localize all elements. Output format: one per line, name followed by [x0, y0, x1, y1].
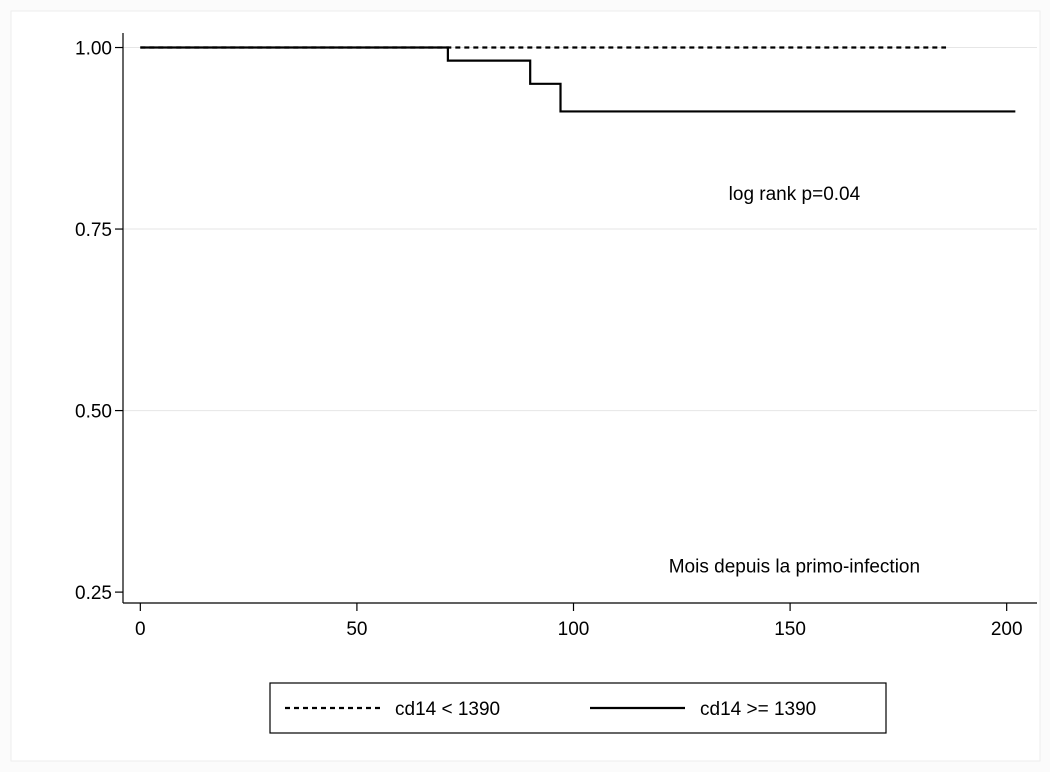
series-line-2	[140, 46, 1016, 113]
graph-region	[10, 10, 1041, 762]
y-tick-label: 0.75	[75, 220, 112, 241]
annotation-2: Mois depuis la primo-infection	[669, 557, 920, 578]
annotations: log rank p=0.04 Mois depuis la primo-infe…	[669, 184, 920, 577]
x-tick-label: 150	[774, 619, 806, 640]
x-tick-label: 50	[346, 619, 367, 640]
x-axis-ticks: 0 50 100 150 200	[135, 603, 1023, 640]
y-tick-label: 0.25	[75, 583, 112, 604]
y-tick-label: 1.00	[75, 39, 112, 60]
x-tick-label: 0	[135, 619, 146, 640]
axes	[122, 33, 1037, 604]
x-tick-label: 200	[991, 619, 1023, 640]
series-lines	[140, 46, 1016, 113]
annotation-1: log rank p=0.04	[729, 184, 861, 205]
x-tick-label: 100	[558, 619, 590, 640]
legend-box	[269, 682, 887, 734]
legend: cd14 < 1390 cd14 >= 1390	[269, 682, 887, 734]
legend-label-2: cd14 >= 1390	[700, 699, 816, 720]
y-tick-label: 0.50	[75, 402, 112, 423]
legend-label-1: cd14 < 1390	[395, 699, 500, 720]
y-axis-ticks: 0.25 0.50 0.75 1.00	[75, 39, 123, 604]
